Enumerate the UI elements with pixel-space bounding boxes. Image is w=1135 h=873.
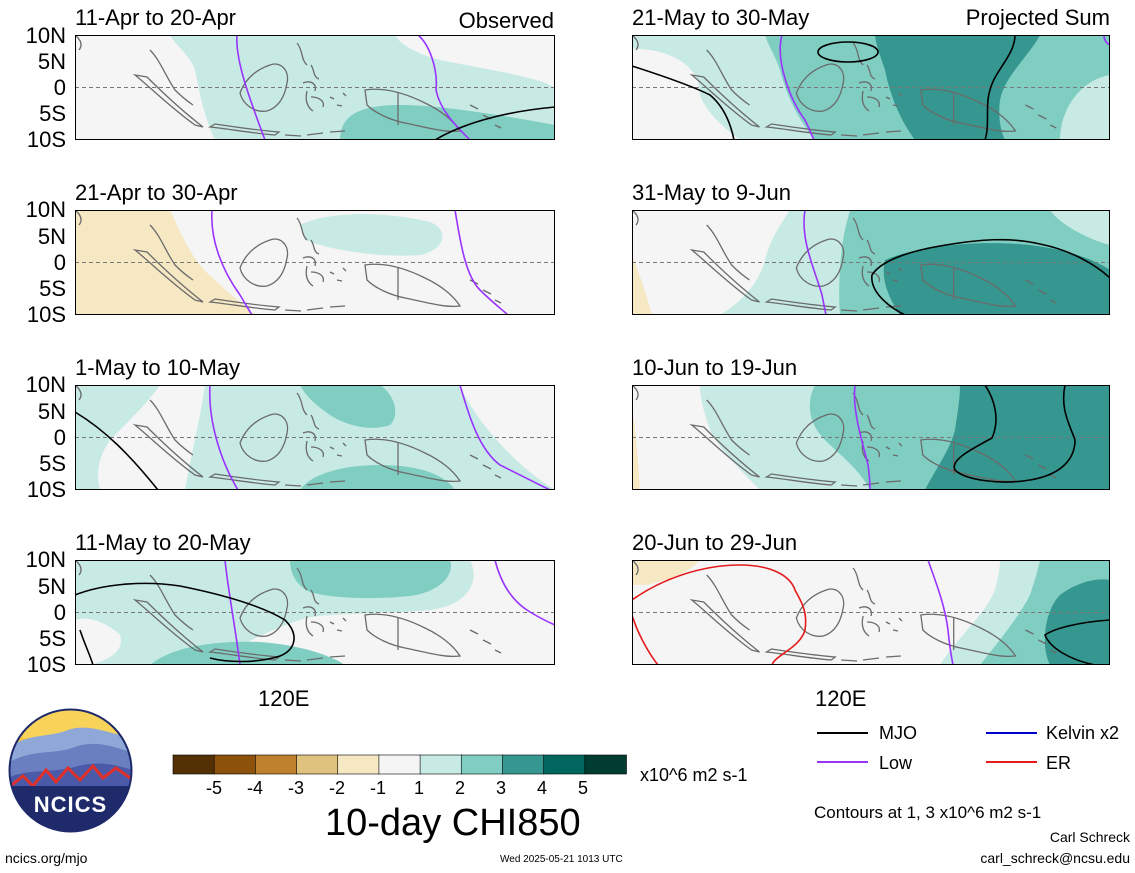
map-panel-6 [632,210,1110,315]
map-panel-3 [75,385,555,490]
colorbar-swatch [378,754,421,775]
colorbar-tick: -1 [369,778,386,798]
author-email: carl_schreck@ncsu.edu [980,850,1130,866]
map-panel-1 [75,35,555,140]
panel-title-4: 11-May to 20-May [75,530,251,555]
panel-title-8: 20-Jun to 29-Jun [632,530,798,555]
lon-label-left: 120E [258,686,310,711]
legend-label-kelvin: Kelvin x2 [1046,723,1120,743]
colorbar-swatch [172,754,215,775]
legend-label-low: Low [879,753,913,773]
lat-label: 5N [37,574,66,599]
lat-label: 10N [25,197,66,222]
colorbar-tick: 3 [495,778,506,798]
lat-label: 10N [25,547,66,572]
author-name: Carl Schreck [1049,829,1130,845]
main-title: 10-day CHI850 [325,802,581,844]
colorbar-swatch [255,754,298,775]
lat-label: 5S [39,101,66,126]
colorbar-tick: -2 [328,778,345,798]
colorbar-swatch [337,754,380,775]
colorbar-tick: -5 [205,778,222,798]
legend-label-er: ER [1046,753,1072,773]
panel-title-3: 1-May to 10-May [75,355,241,380]
panel-title-6: 31-May to 9-Jun [632,180,791,205]
lat-label: 10S [26,302,66,327]
panel-title-5: 21-May to 30-May [632,5,810,30]
map-panel-8 [632,560,1110,665]
colorbar-swatch [213,754,257,775]
lon-label-right: 120E [815,686,867,711]
lat-label: 10S [26,652,66,677]
lat-label: 10S [26,477,66,502]
colorbar-tick: 2 [454,778,465,798]
colorbar-swatch [460,754,504,775]
lat-label: 5N [37,224,66,249]
panel-title-2: 21-Apr to 30-Apr [75,180,238,205]
map-panel-5 [632,35,1110,140]
map-panel-7 [632,385,1110,490]
colorbar-swatch [584,754,627,775]
colorbar-swatch [296,754,339,775]
lat-label: 10N [25,372,66,397]
lat-label: 10S [26,127,66,152]
logo-text: NCICS [33,792,108,817]
lat-label: 5S [39,276,66,301]
site-link[interactable]: ncics.org/mjo [5,850,88,866]
colorbar-tick: 4 [536,778,547,798]
panel-title-7: 10-Jun to 19-Jun [632,355,798,380]
colorbar-tick: 1 [413,778,424,798]
lat-label: 5N [37,399,66,424]
colorbar-swatch [543,754,586,775]
lat-label: 0 [53,75,66,100]
map-panel-4 [75,560,555,665]
timestamp: Wed 2025-05-21 1013 UTC [500,854,623,865]
lat-label: 0 [53,250,66,275]
colorbar-tick: -4 [246,778,263,798]
lat-label: 5S [39,626,66,651]
colorbar-swatch [419,754,463,775]
contour-note: Contours at 1, 3 x10^6 m2 s-1 [814,803,1042,822]
colorbar-tick: -3 [287,778,304,798]
legend-label-mjo: MJO [879,723,917,743]
panel-title-1: 11-Apr to 20-Apr [75,5,237,30]
map-panel-2 [75,210,555,315]
ncics-logo: NCICS [8,708,133,833]
lat-label: 5N [37,49,66,74]
colorbar-units: x10^6 m2 s-1 [640,765,748,785]
projected-sum-label: Projected Sum [965,5,1110,30]
colorbar-tick: 5 [577,778,588,798]
colorbar [172,754,627,775]
lat-label: 0 [53,425,66,450]
lat-label: 5S [39,451,66,476]
observed-label: Observed [458,8,554,33]
lat-label: 0 [53,600,66,625]
lat-label: 10N [25,23,66,48]
colorbar-swatch [502,754,545,775]
